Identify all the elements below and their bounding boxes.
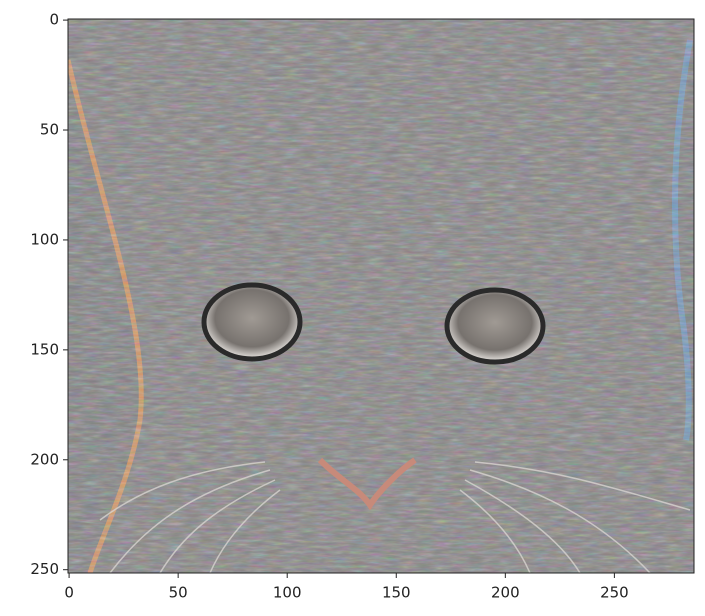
x-tick-label: 0 — [64, 584, 74, 602]
y-tick-label: 100 — [30, 230, 59, 248]
y-tick-label: 0 — [49, 11, 59, 29]
nose — [317, 457, 417, 511]
x-tick-label: 200 — [491, 584, 520, 602]
whiskers — [99, 461, 691, 573]
y-tick-label: 150 — [30, 340, 59, 358]
eye-left — [201, 282, 303, 362]
plot-frame — [67, 18, 695, 574]
y-tick-label: 200 — [30, 450, 59, 468]
x-tick-label: 50 — [169, 584, 188, 602]
x-tick-label: 150 — [382, 584, 411, 602]
y-tick-label: 50 — [40, 121, 59, 139]
eye-right — [444, 287, 546, 365]
image — [68, 19, 694, 573]
x-tick-label: 100 — [273, 584, 302, 602]
fur-texture — [68, 19, 694, 573]
y-tick-label: 250 — [30, 560, 59, 578]
x-tick-label: 250 — [600, 584, 629, 602]
